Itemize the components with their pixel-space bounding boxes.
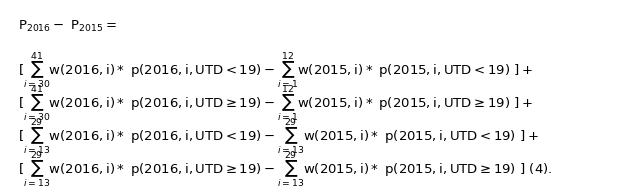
Text: $[\sum_{i=13}^{29}\mathrm{w(2016,i)*\ p(2016,i,UTD\geq 19)} - \sum_{i=13}^{29}\m: $[\sum_{i=13}^{29}\mathrm{w(2016,i)*\ p(… xyxy=(18,149,553,190)
Text: $\mathrm{P_{2016} - \ P_{2015} =}$: $\mathrm{P_{2016} - \ P_{2015} =}$ xyxy=(18,19,117,34)
Text: $[\sum_{i=30}^{41}\mathrm{w(2016,i)*\ p(2016,i,UTD\geq 19)} - \sum_{i=1}^{12}\ma: $[\sum_{i=30}^{41}\mathrm{w(2016,i)*\ p(… xyxy=(18,83,533,124)
Text: $[\sum_{i=13}^{29}\mathrm{w(2016,i)*\ p(2016,i,UTD<19)} - \sum_{i=13}^{29}\mathr: $[\sum_{i=13}^{29}\mathrm{w(2016,i)*\ p(… xyxy=(18,116,539,157)
Text: $[\sum_{i=30}^{41}\mathrm{w(2016,i)*\ p(2016,i,UTD<19)} - \sum_{i=1}^{12}\mathrm: $[\sum_{i=30}^{41}\mathrm{w(2016,i)*\ p(… xyxy=(18,50,533,91)
